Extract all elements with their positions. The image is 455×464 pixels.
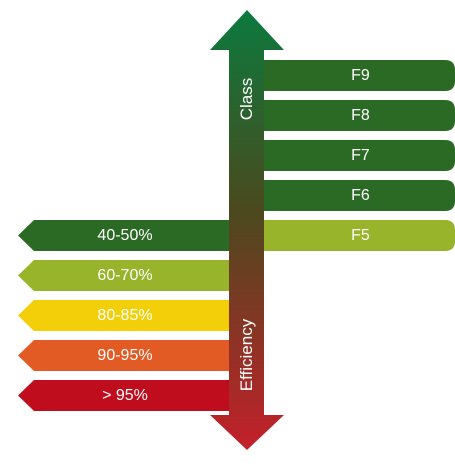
efficiency-tag — [18, 380, 252, 411]
efficiency-tag — [18, 220, 252, 251]
filter-class-label: F9 — [351, 66, 370, 84]
filter-class-tag — [230, 100, 455, 131]
efficiency-tag — [18, 340, 252, 371]
filter-class-tag — [230, 140, 455, 171]
filter-class-label: F7 — [351, 146, 370, 164]
double-arrow-axis — [210, 10, 284, 450]
class-axis-label: Class — [237, 77, 256, 121]
filter-class-tag — [230, 60, 455, 91]
efficiency-tags — [18, 220, 252, 411]
filter-class-label: F8 — [351, 106, 370, 124]
efficiency-label: 40-50% — [97, 226, 153, 244]
efficiency-label: 60-70% — [97, 266, 153, 284]
filter-class-label: F6 — [351, 186, 370, 204]
efficiency-label: 80-85% — [97, 306, 153, 324]
filter-class-tag — [230, 220, 455, 251]
filter-class-tag — [230, 180, 455, 211]
efficiency-tag — [18, 260, 252, 291]
filter-class-label: F5 — [351, 226, 370, 244]
efficiency-label: > 95% — [102, 386, 148, 404]
efficiency-axis-label: Efficiency — [237, 318, 256, 392]
efficiency-label: 90-95% — [97, 346, 153, 364]
filter-class-tags — [230, 60, 455, 251]
efficiency-tag — [18, 300, 252, 331]
